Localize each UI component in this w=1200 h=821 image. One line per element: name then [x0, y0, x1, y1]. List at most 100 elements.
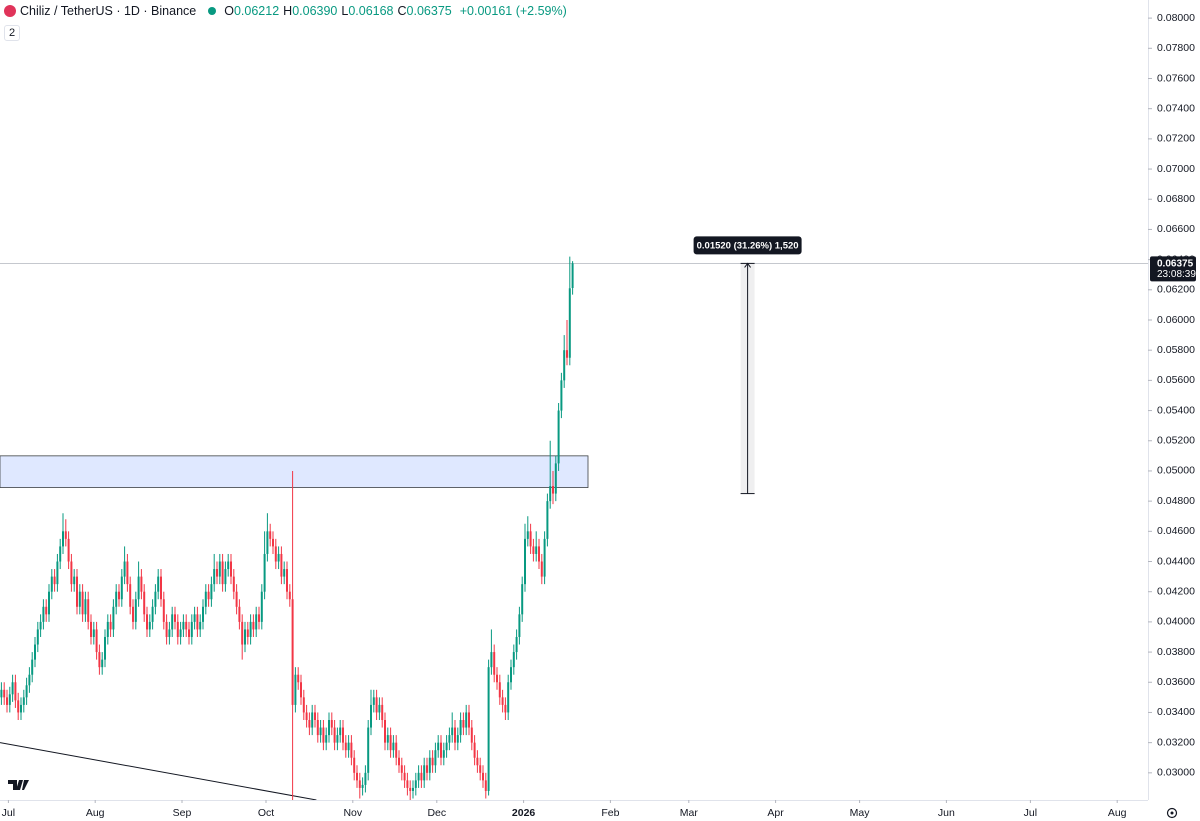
settings-icon[interactable] — [1166, 807, 1178, 819]
candle-body — [53, 576, 56, 585]
candle-body — [566, 350, 568, 358]
candle-body — [484, 780, 487, 791]
candle-body — [526, 531, 529, 539]
candle-body — [462, 720, 465, 728]
candle-body — [347, 742, 350, 751]
candle-body — [31, 659, 34, 675]
y-tick-label: 0.05600 — [1157, 374, 1195, 386]
candle-body — [482, 772, 484, 781]
candle-body — [375, 697, 378, 713]
candle-body — [132, 606, 134, 622]
candle-body — [571, 263, 574, 288]
y-tick-label: 0.07200 — [1157, 133, 1195, 145]
candle-body — [431, 757, 434, 766]
candle-body — [496, 674, 498, 683]
candle-body — [403, 772, 406, 781]
ohlc-value: 0.06168 — [348, 4, 394, 18]
y-tick-label: 0.03400 — [1157, 706, 1195, 718]
candle-body — [428, 757, 431, 773]
candle-body — [339, 727, 342, 736]
candle-body — [129, 584, 132, 607]
x-tick-label: Mar — [680, 807, 699, 819]
candle-body — [549, 486, 552, 502]
y-tick-label: 0.05000 — [1157, 465, 1195, 477]
candle-body — [204, 591, 207, 607]
candle-body — [470, 727, 473, 743]
candle-body — [552, 486, 554, 494]
candle-body — [272, 538, 274, 547]
candle-body — [445, 742, 448, 751]
candle-body — [465, 712, 468, 728]
candle-body — [426, 765, 428, 773]
y-tick-label: 0.04400 — [1157, 555, 1195, 567]
candle-body — [297, 674, 300, 683]
candle-body — [123, 561, 126, 577]
candle-body — [64, 531, 67, 539]
candle-body — [115, 591, 118, 607]
candle-body — [512, 652, 515, 668]
candle-body — [106, 621, 109, 637]
candle-body — [238, 606, 241, 622]
candle-body — [554, 463, 557, 494]
change: +0.00161 (+2.59%) — [459, 4, 567, 18]
candle-body — [101, 659, 104, 668]
trendline — [0, 742, 317, 800]
candle-body — [67, 538, 70, 562]
candle-body — [286, 569, 288, 592]
candle-body — [398, 757, 400, 766]
candle-body — [3, 689, 6, 698]
candle-body — [451, 727, 454, 736]
candle-body — [224, 569, 227, 585]
x-tick-label: Nov — [343, 807, 362, 819]
candle-body — [504, 704, 507, 713]
candle-body — [479, 765, 482, 773]
indicator-count[interactable]: 2 — [4, 25, 21, 41]
candle-body — [524, 538, 526, 585]
candle-body — [109, 621, 112, 630]
candle-body — [277, 553, 280, 562]
candle-body — [84, 599, 87, 615]
last-price-tag — [1150, 256, 1196, 282]
candle-body — [104, 636, 106, 660]
ohlc-key: L — [341, 4, 349, 18]
candle-body — [171, 614, 174, 630]
y-tick-label: 0.04000 — [1157, 616, 1195, 628]
candle-body — [95, 629, 98, 653]
candle-body — [50, 576, 53, 592]
candle-body — [501, 697, 504, 705]
candle-body — [151, 606, 154, 622]
x-tick-label: Sep — [173, 807, 192, 819]
candle-body — [510, 667, 512, 683]
measure-arrow — [744, 262, 751, 268]
zone — [0, 455, 589, 488]
x-tick-label: Jun — [938, 807, 955, 819]
tv-logo — [8, 780, 29, 790]
candle-body — [389, 735, 392, 751]
symbol-title: Chiliz / TetherUS · 1D · Binance — [20, 4, 197, 18]
candle-body — [190, 621, 193, 637]
candle-body — [112, 606, 115, 630]
candle-body — [8, 694, 11, 705]
y-tick-label: 0.07400 — [1157, 102, 1195, 114]
candle-body — [193, 614, 196, 622]
candle-body — [174, 614, 176, 622]
candle-body — [342, 727, 344, 743]
measure-label: 0.01520 (31.26%) 1,520 — [697, 240, 799, 251]
candle-body — [14, 682, 17, 701]
ohlc-key: C — [397, 4, 407, 18]
candle-body — [568, 288, 571, 358]
legend-header: Chiliz / TetherUS · 1D · Binance O0.0621… — [4, 4, 571, 18]
y-tick-label: 0.07800 — [1157, 42, 1195, 54]
candle-body — [218, 561, 221, 577]
candle-body — [20, 704, 22, 713]
candle-body — [557, 410, 560, 464]
candle-body — [143, 591, 146, 615]
candle-body — [90, 621, 92, 637]
countdown: 23:08:39 — [1157, 269, 1196, 280]
candle-body — [543, 538, 546, 577]
candle-body — [56, 561, 59, 585]
candle-body — [364, 772, 367, 785]
candle-body — [252, 621, 255, 630]
candle-body — [454, 727, 456, 743]
